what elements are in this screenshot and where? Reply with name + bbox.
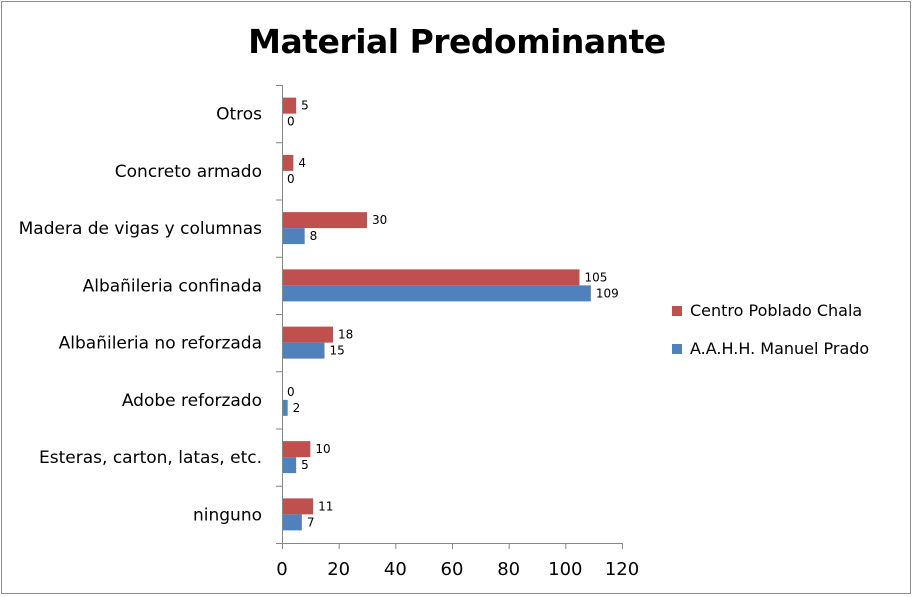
category-label-5: Adobe reforzado (122, 391, 262, 411)
x-tick-label-5: 100 (548, 559, 582, 580)
x-tick-label-2: 40 (384, 559, 407, 580)
data-label-series-1-1: 0 (287, 172, 295, 186)
bar-series-1-6 (282, 457, 297, 474)
data-label-series-0-5: 0 (287, 385, 295, 399)
category-label-1: Concreto armado (115, 162, 262, 182)
legend: Centro Poblado Chala A.A.H.H. Manuel Prad… (672, 301, 869, 358)
data-label-series-0-0: 5 (301, 99, 309, 113)
data-label-series-1-2: 8 (310, 229, 318, 243)
bar-series-0-7 (282, 498, 314, 515)
category-label-2: Madera de vigas y columnas (19, 219, 263, 239)
category-label-0: Otros (216, 105, 262, 125)
data-label-series-1-4: 15 (330, 344, 345, 358)
data-label-series-0-4: 18 (338, 328, 353, 342)
bar-series-0-1 (282, 154, 294, 171)
data-label-series-0-2: 30 (372, 213, 387, 227)
legend-label-1: A.A.H.H. Manuel Prado (690, 339, 869, 358)
category-label-4: Albañileria no reforzada (59, 334, 262, 354)
category-label-7: ninguno (193, 505, 262, 525)
x-tick-label-0: 0 (276, 559, 287, 580)
category-label-6: Esteras, carton, latas, etc. (39, 448, 262, 468)
x-tick-label-1: 20 (327, 559, 350, 580)
chart-title: Material Predominante (248, 22, 666, 61)
category-label-3: Albañileria confinada (83, 276, 262, 296)
bar-series-1-5 (282, 399, 288, 416)
data-label-series-1-5: 2 (293, 401, 301, 415)
data-label-series-0-3: 105 (585, 270, 608, 284)
bar-series-0-0 (282, 97, 297, 114)
data-label-series-1-3: 109 (596, 286, 619, 300)
bar-series-1-4 (282, 342, 325, 359)
data-label-series-0-6: 10 (315, 442, 330, 456)
data-label-series-1-0: 0 (287, 115, 295, 129)
legend-swatch-0 (672, 306, 682, 316)
x-tick-label-6: 120 (605, 559, 639, 580)
bar-series-1-7 (282, 514, 302, 531)
x-tick-label-4: 80 (497, 559, 520, 580)
legend-label-0: Centro Poblado Chala (690, 301, 862, 320)
bar-series-0-4 (282, 326, 333, 343)
data-label-series-1-7: 7 (307, 515, 315, 529)
legend-swatch-1 (672, 344, 682, 354)
bar-series-0-3 (282, 269, 580, 286)
bar-series-0-2 (282, 212, 367, 229)
bar-series-1-3 (282, 285, 591, 302)
data-label-series-0-7: 11 (318, 499, 333, 513)
bar-series-1-2 (282, 228, 305, 245)
x-tick-label-3: 60 (441, 559, 464, 580)
bar-series-0-6 (282, 441, 311, 458)
data-label-series-0-1: 4 (298, 156, 306, 170)
data-label-series-1-6: 5 (301, 458, 309, 472)
